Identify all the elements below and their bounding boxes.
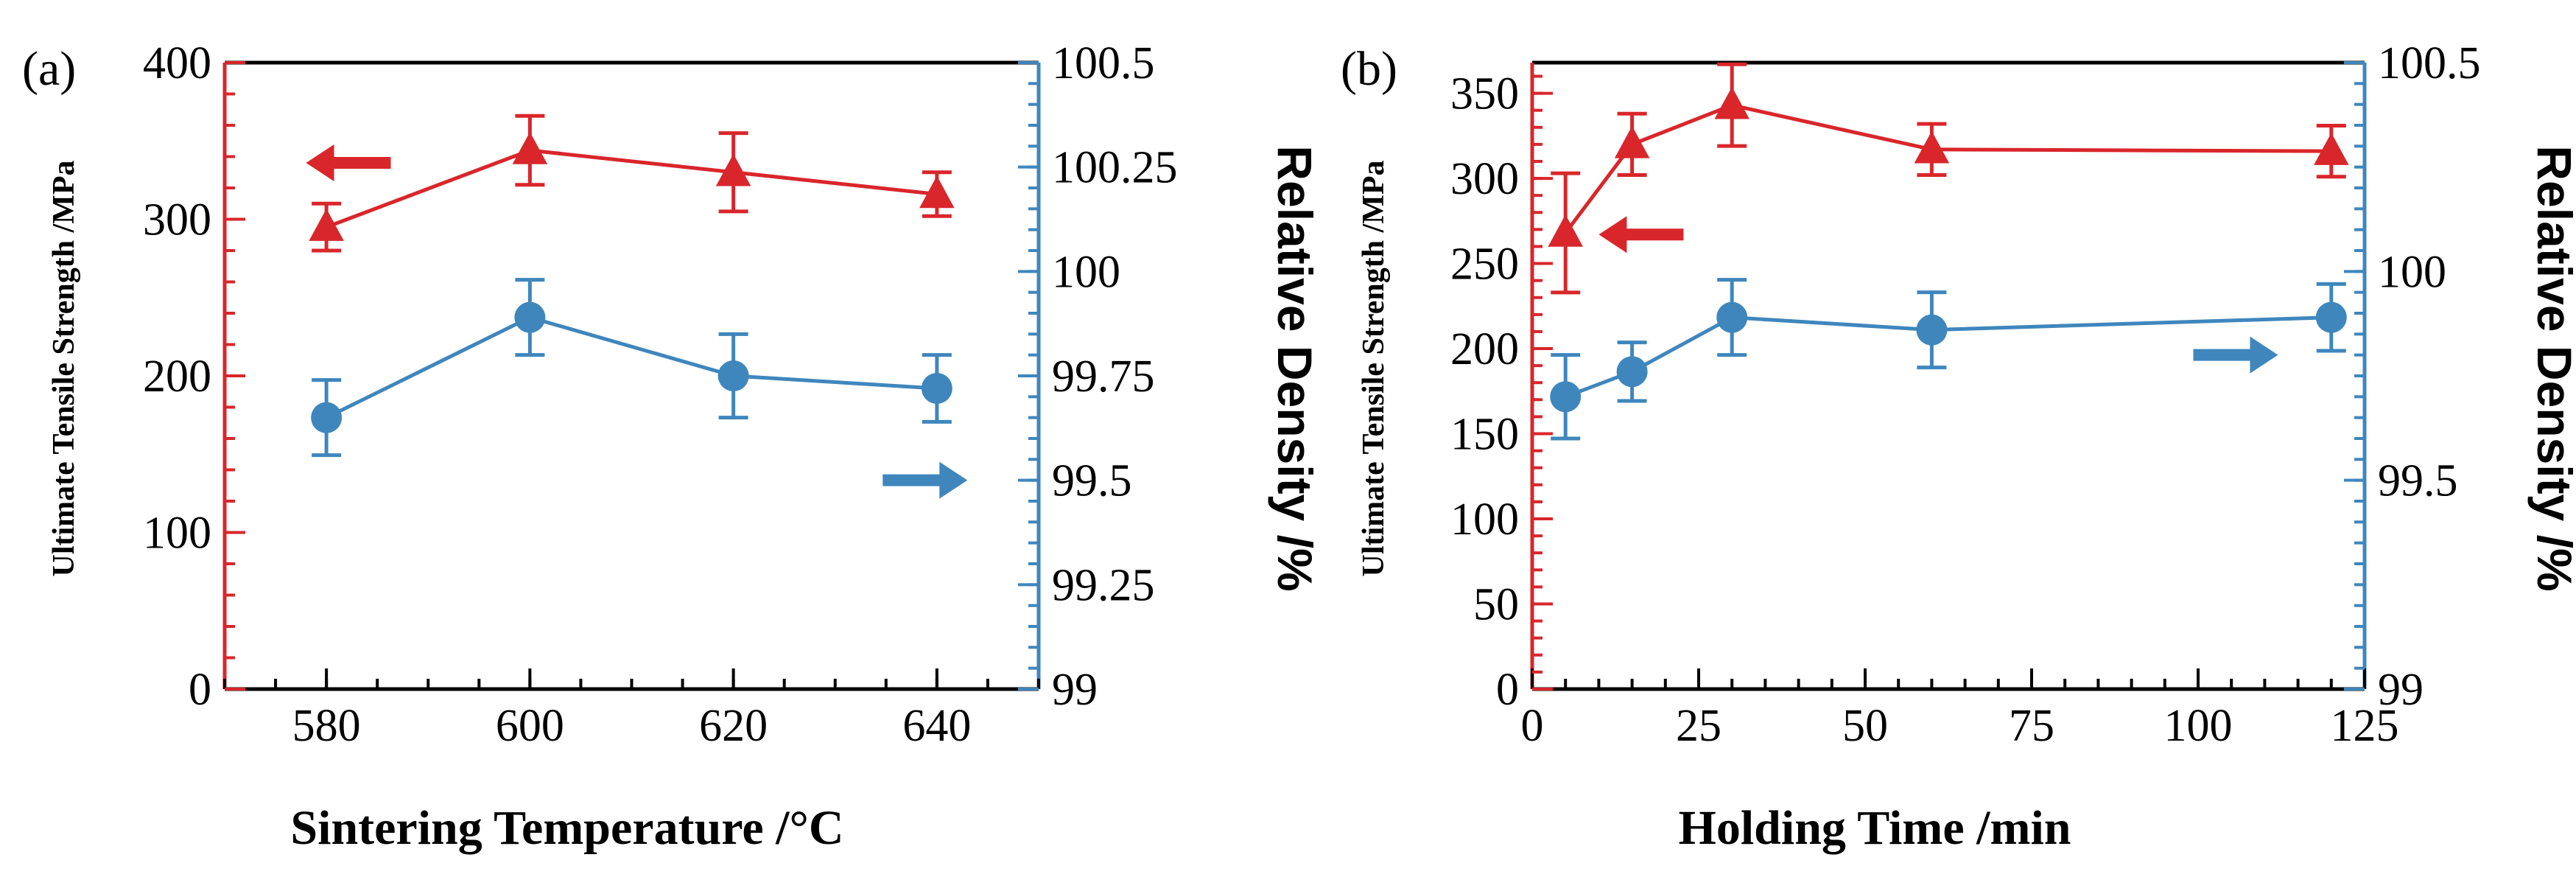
panel-a-right-tick-label: 99 [1052, 665, 1098, 715]
panel-a-x-axis-label: Sintering Temperature /°C [290, 801, 843, 855]
panel-b-x-tick-label: 100 [2164, 701, 2233, 751]
panel-a-left-tick-label: 300 [143, 195, 211, 245]
panel-a: (a) 580 600 620 640 0 100 200 300 400 99 99.25 99.5… [22, 38, 1322, 855]
panel-a-strength-marker [309, 209, 344, 241]
panel-b-data [1548, 62, 2349, 441]
panel-b-x-tick-label: 0 [1521, 701, 1544, 751]
panel-b-density-marker [1716, 301, 1748, 333]
panel-a-density-marker [514, 301, 546, 333]
panel-b-strength-marker [1914, 130, 1950, 164]
panel-b-right-tick-label: 99 [2378, 665, 2424, 715]
panel-b-density-marker [1550, 381, 1582, 413]
panel-b-left-tick-label: 350 [1450, 69, 1519, 119]
panel-a-right-tick-label: 100.25 [1052, 143, 1178, 193]
panel-b-left-arrow-icon [1598, 216, 1684, 254]
panel-b-strength-line [1564, 103, 2331, 234]
panel-a-left-tick-label: 0 [189, 665, 211, 715]
panel-a-density-marker [717, 360, 749, 391]
panel-a-right-arrow-icon [882, 461, 968, 499]
panel-b-strength-marker [2314, 133, 2349, 165]
panel-b-left-tick-label: 100 [1450, 495, 1519, 545]
panel-b-x-tick-label: 25 [1676, 701, 1722, 751]
panel-a-strength-marker [919, 175, 955, 209]
panel-b: (b) 0 25 50 75 100 125 0 50 100 150 200 250 300 350 99… [1341, 38, 2576, 855]
panel-a-density-line [326, 315, 938, 419]
panel-b-x-tick-label: 75 [2009, 701, 2054, 751]
panel-a-strength-line [326, 148, 938, 229]
panel-a-left-axis-label: Ultimate Tensile Strength /MPa [47, 160, 81, 576]
panel-a-data [306, 113, 968, 499]
panel-b-right-tick-label: 100 [2378, 247, 2446, 297]
panel-a-x-tick-label: 600 [496, 701, 564, 751]
panel-a-right-axis-label: Relative Density /% [1268, 145, 1322, 591]
panel-b-strength-marker [1548, 214, 1583, 247]
panel-a-right-tick-label: 100 [1052, 247, 1120, 297]
panel-b-right-tick-label: 99.5 [2378, 456, 2458, 506]
panel-b-x-tick-label: 125 [2331, 701, 2399, 751]
panel-b-left-tick-label: 250 [1450, 240, 1519, 290]
panel-a-density-marker [921, 373, 952, 404]
panel-a-x-tick-label: 620 [699, 701, 768, 751]
panel-b-right-axis-label: Relative Density /% [2527, 145, 2576, 591]
panel-a-x-tick-label: 580 [292, 701, 361, 751]
panel-a-strength-marker [512, 132, 548, 164]
panel-b-left-axis-label: Ultimate Tensile Strength /MPa [1357, 160, 1391, 576]
panel-b-x-tick-label: 50 [1842, 701, 1888, 751]
panel-b-density-marker [2315, 301, 2347, 333]
panel-b-left-tick-label: 0 [1496, 665, 1519, 715]
panel-b-density-marker [1616, 356, 1648, 388]
panel-a-strength-marker [715, 153, 751, 186]
panel-a-right-tick-label: 99.25 [1052, 560, 1155, 610]
panel-b-left-tick-label: 50 [1473, 580, 1519, 630]
panel-b-density-marker [1916, 314, 1948, 346]
panel-b-axes: 0 25 50 75 100 125 0 50 100 150 200 250 300 350 99 99.5… [1450, 38, 2481, 751]
panel-a-left-tick-label: 200 [143, 352, 211, 402]
panel-label-b: (b) [1341, 42, 1397, 96]
panel-a-left-tick-label: 400 [143, 38, 211, 88]
panel-a-x-tick-label: 640 [902, 701, 971, 751]
panel-a-left-arrow-icon [306, 144, 391, 181]
panel-b-left-tick-label: 300 [1450, 154, 1519, 204]
panel-a-right-tick-label: 99.75 [1052, 352, 1155, 402]
panel-b-strength-marker [1614, 125, 1650, 158]
panel-b-x-axis-label: Holding Time /min [1678, 801, 2071, 855]
panel-b-left-tick-label: 200 [1450, 324, 1519, 374]
panel-a-axes: 580 600 620 640 0 100 200 300 400 99 99.25 99.5 99.7… [143, 38, 1178, 751]
panel-b-left-tick-label: 150 [1450, 410, 1519, 460]
panel-b-right-arrow-icon [2193, 336, 2278, 374]
panel-b-right-tick-label: 100.5 [2378, 38, 2481, 88]
panel-b-strength-marker [1714, 86, 1749, 119]
panel-label-a: (a) [22, 42, 76, 96]
panel-a-left-tick-label: 100 [143, 509, 211, 559]
panel-a-density-marker [311, 402, 343, 433]
panel-a-right-tick-label: 100.5 [1052, 38, 1155, 88]
panel-a-right-tick-label: 99.5 [1052, 456, 1132, 506]
